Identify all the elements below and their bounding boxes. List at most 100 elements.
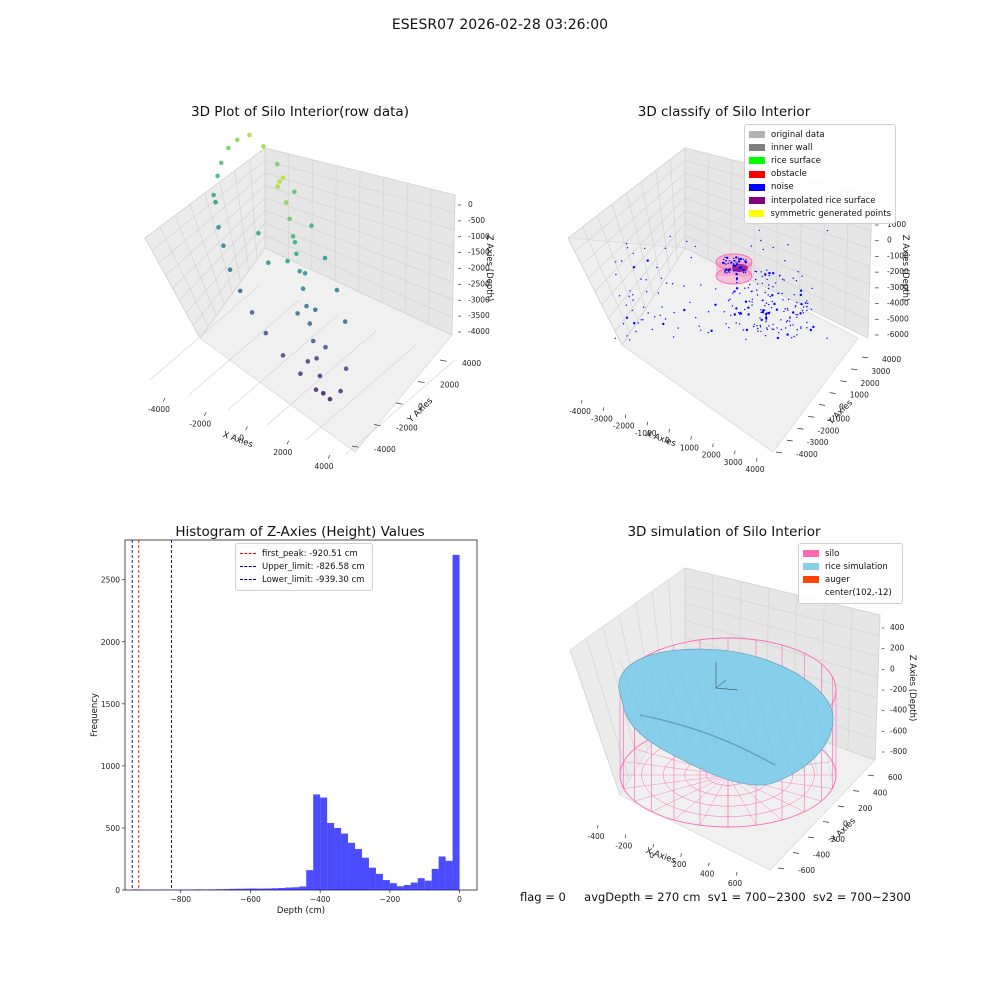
noise-point [690,256,692,259]
histogram-bar [375,873,383,890]
noise-point [660,277,663,279]
z-axis-label: Z Axies (Depth) [907,655,917,722]
noise-point [766,312,768,314]
tick-mark [777,867,785,870]
noise-point [765,321,767,323]
noise-point [789,317,791,319]
scatter-point [274,161,280,167]
histogram-bar [306,870,314,890]
y-tick-label: 1000 [850,391,869,400]
noise-point [768,325,770,327]
grid-line [684,602,879,657]
legend-swatch [803,563,819,571]
noise-point [733,290,735,292]
x-tick-label: −600 [240,895,261,904]
tick-mark [708,862,710,867]
noise-point [618,295,621,297]
scatter-point [216,225,221,230]
noise-point [615,261,617,263]
scatter-point [313,387,319,393]
grid-line [608,222,686,319]
scatter-point [280,353,286,358]
scatter-point [275,184,280,189]
noise-point [738,258,740,261]
noise-point [629,339,631,341]
noise-point [761,275,763,278]
noise-point [738,270,740,272]
silo-floor-spoke [699,774,729,826]
x-tick-label: −400 [310,895,331,904]
noise-point [768,303,770,306]
auger-line [715,679,727,689]
scatter-point [256,230,261,236]
grid-line [640,181,662,285]
noise-point [735,256,738,259]
x-tick-label: 1000 [680,443,699,452]
histogram-bar [264,888,272,890]
noise-point [736,263,738,266]
grid-line [305,344,417,441]
grid-line [149,284,261,381]
scatter-point [237,288,243,294]
noise-point [735,322,737,324]
noise-point [760,309,762,311]
histogram-bar [327,822,335,890]
x-tick-label: 600 [728,879,743,888]
noise-point [762,248,764,251]
noise-point [744,308,746,311]
tick-mark [786,439,793,442]
noise-point [724,272,726,274]
tick-mark [327,454,331,459]
z-tick-label: -3000 [468,295,490,304]
noise-point [765,316,768,320]
legend-swatch [749,131,765,139]
y-tick-label: 0 [843,820,848,829]
grid-line [655,170,670,273]
y-tick-label: 600 [888,773,903,782]
noise-point [735,272,738,276]
legend-item-upper-limit: Upper_limit: -826.58 cm [240,560,368,573]
noise-point [787,309,789,311]
z-tick-label: -2500 [468,279,490,288]
histogram-bar [215,889,223,890]
noise-point [766,328,769,331]
noise-point [722,261,725,264]
silo-floor-spoke [623,774,729,789]
noise-point [826,229,829,232]
z-tick-label: 400 [890,623,905,632]
noise-point [789,320,791,322]
legend-line [240,579,256,581]
noise-point [745,328,749,332]
rice-mesh-line [799,695,819,777]
tick-mark [867,774,875,777]
noise-point [766,269,768,271]
legend-item-rice-simulation: rice simulation [803,560,898,573]
histogram-bar [236,888,244,890]
scatter-point [297,268,303,274]
noise-point [750,245,752,247]
x-tick-label: 0 [239,434,244,443]
noise-point [727,262,729,264]
histogram-bar [250,888,258,890]
noise-point [765,315,767,318]
noise-point [762,309,765,312]
x-tick-label: -4000 [148,405,170,414]
noise-point [657,292,660,294]
noise-point [755,278,757,281]
noise-point [806,327,808,329]
noise-point [700,284,702,286]
grid-line [684,585,880,637]
histogram-bar [278,888,286,890]
noise-point [651,328,653,331]
y-tick-label: 1000 [101,762,120,771]
noise-point [787,244,789,246]
noise-point [781,292,783,295]
y-tick-label: 500 [106,824,121,833]
tick-mark [417,381,425,384]
y-tick-label: -2000 [396,424,418,433]
tick-mark [668,428,670,433]
grid-line [614,235,686,332]
grid-line [684,247,869,339]
grid-line [684,235,869,321]
